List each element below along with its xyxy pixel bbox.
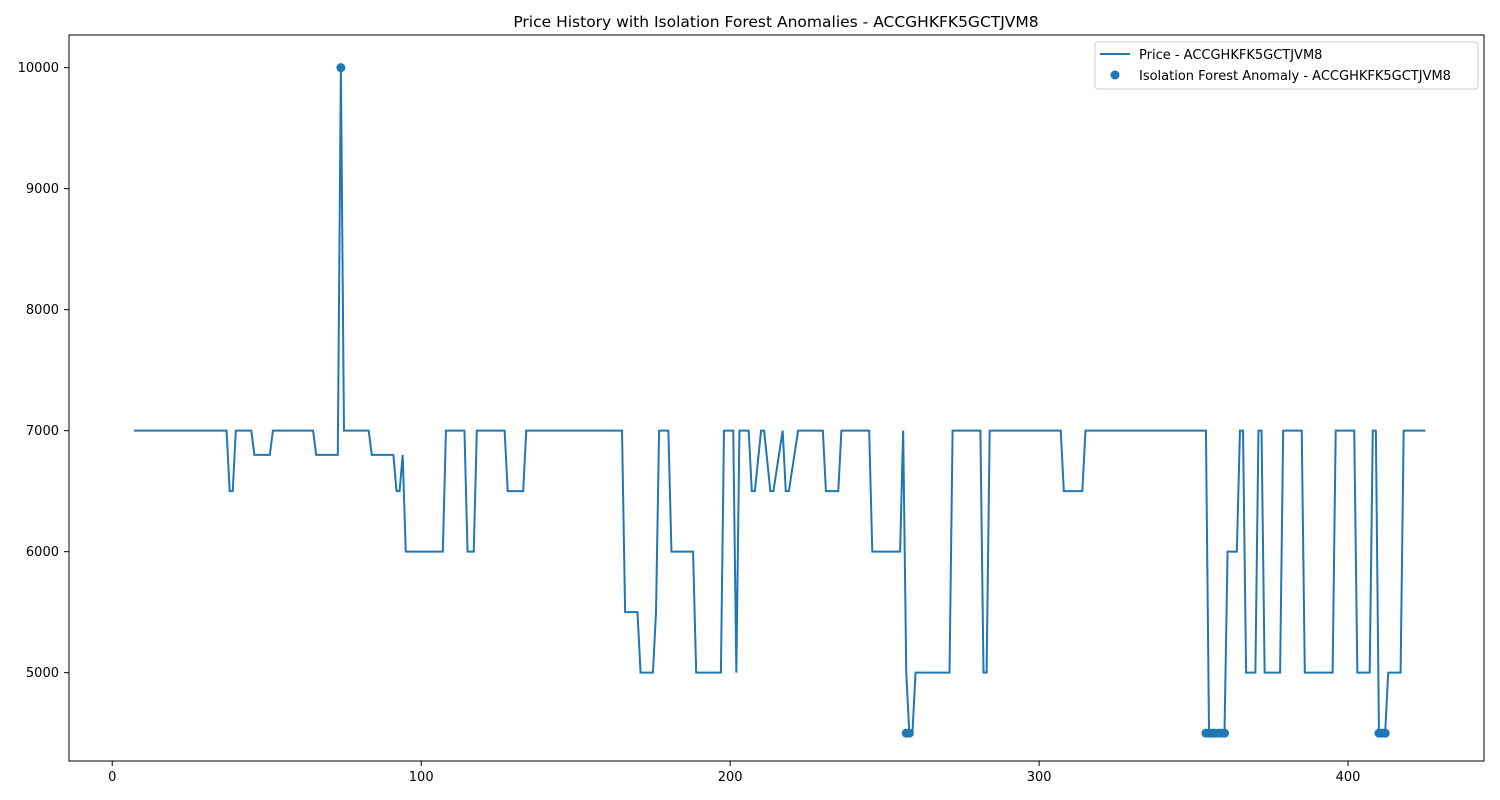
- legend-marker-swatch: [1110, 70, 1120, 80]
- price-line: [133, 67, 1426, 735]
- legend-box: [1094, 41, 1479, 90]
- x-tick-label: 400: [1336, 770, 1361, 785]
- x-tick-label: 100: [409, 770, 434, 785]
- anomaly-point: [1380, 728, 1390, 738]
- y-tick-label: 8000: [26, 303, 59, 318]
- anomaly-point: [336, 63, 346, 73]
- legend-entry-anomaly: Isolation Forest Anomaly - ACCGHKFK5GCTJ…: [1139, 69, 1451, 84]
- y-tick-label: 6000: [26, 545, 59, 560]
- y-tick-label: 9000: [26, 182, 59, 197]
- y-tick-label: 7000: [26, 424, 59, 439]
- legend-entry-price: Price - ACCGHKFK5GCTJVM8: [1139, 48, 1322, 63]
- y-axis: 5000 6000 7000 8000 9000 10000: [18, 61, 69, 681]
- x-axis: 0 100 200 300 400: [108, 761, 1360, 785]
- anomaly-point: [904, 728, 914, 738]
- y-tick-label: 5000: [26, 666, 59, 681]
- anomaly-point: [1219, 728, 1229, 738]
- plot-area: [133, 63, 1426, 738]
- x-tick-label: 200: [718, 770, 743, 785]
- y-tick-label: 10000: [18, 61, 59, 76]
- x-tick-label: 0: [108, 770, 116, 785]
- axes-frame: [68, 34, 1485, 762]
- chart-title: Price History with Isolation Forest Anom…: [513, 13, 1038, 31]
- x-tick-label: 300: [1027, 770, 1052, 785]
- legend: Price - ACCGHKFK5GCTJVM8 Isolation Fores…: [1094, 41, 1479, 90]
